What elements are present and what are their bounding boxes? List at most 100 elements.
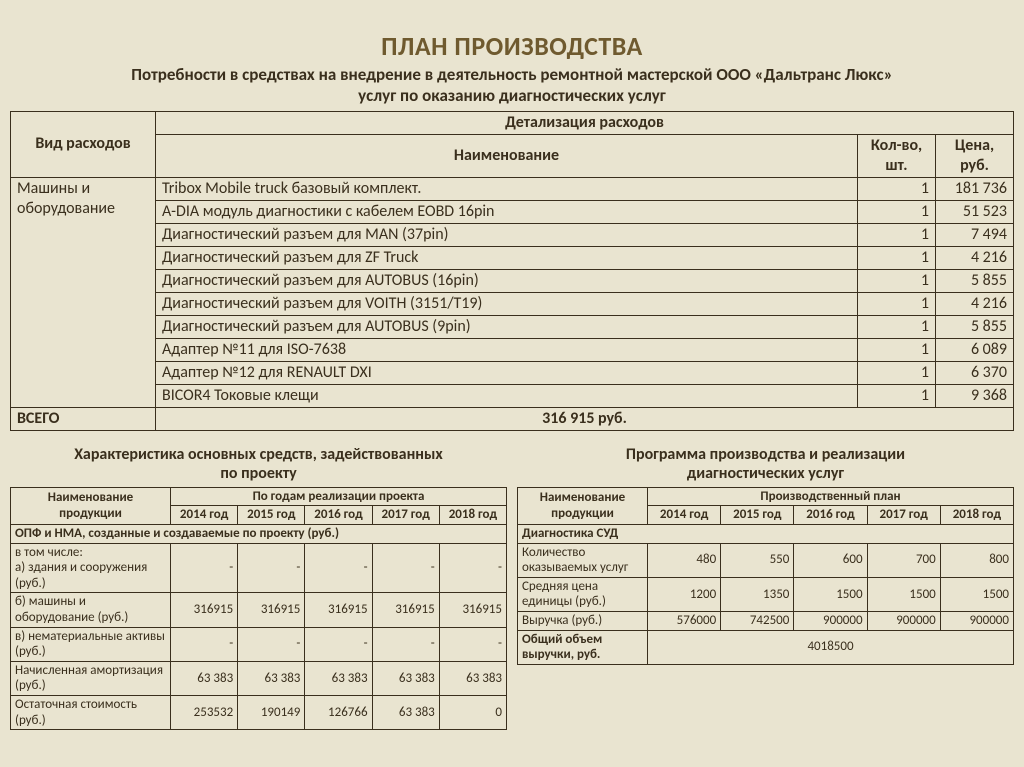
table-row: Выручка (руб.) 576000 742500 900000 9000… (518, 612, 1014, 631)
item-qty: 1 (858, 200, 936, 223)
header-price: Цена, руб. (936, 134, 1014, 177)
row-label: б) машины и оборудование (руб.) (11, 593, 171, 627)
header-category: Вид расходов (11, 111, 156, 177)
right-title-line-2: диагностических услуг (687, 464, 844, 483)
cell: 63 383 (305, 661, 372, 695)
category-cell: Машины и оборудование (11, 177, 156, 407)
cell: 1500 (867, 577, 940, 611)
item-qty: 1 (858, 269, 936, 292)
left-title-line-1: Характеристика основных средств, задейст… (74, 445, 443, 464)
table-row: Адаптер №12 для RENAULT DXI 1 6 370 (11, 361, 1014, 384)
header-product: Наименование продукции (518, 487, 648, 524)
header-year: 2016 год (305, 506, 372, 525)
subtitle-line-1: Потребности в средствах на внедрение в д… (131, 64, 892, 85)
cell: 1500 (794, 577, 867, 611)
cell: 63 383 (238, 661, 305, 695)
main-expenses-table: Вид расходов Детализация расходов Наимен… (10, 111, 1014, 431)
cell: 63 383 (439, 661, 506, 695)
table-row: в том числе: а) здания и сооружения (руб… (11, 543, 507, 593)
item-price: 181 736 (936, 177, 1014, 200)
item-name: Адаптер №11 для ISO-7638 (156, 338, 858, 361)
table-row: Диагностический разъем для VOITH (3151/T… (11, 292, 1014, 315)
header-year: 2015 год (721, 506, 794, 525)
table-row: Остаточная стоимость (руб.) 253532 19014… (11, 696, 507, 730)
item-qty: 1 (858, 361, 936, 384)
cell: - (171, 543, 238, 593)
cell: 600 (794, 543, 867, 577)
page-title: ПЛАН ПРОИЗВОДСТВА (10, 30, 1014, 62)
cell: 700 (867, 543, 940, 577)
cell: 1200 (648, 577, 721, 611)
item-qty: 1 (858, 384, 936, 407)
cell: 550 (721, 543, 794, 577)
item-qty: 1 (858, 338, 936, 361)
table-row: Диагностический разъем для AUTOBUS (16pi… (11, 269, 1014, 292)
cell: 316915 (305, 593, 372, 627)
row-label: в том числе: а) здания и сооружения (руб… (11, 543, 171, 593)
cell: 900000 (940, 612, 1013, 631)
header-year: 2015 год (238, 506, 305, 525)
header-detail: Детализация расходов (156, 111, 1014, 134)
cell: 1350 (721, 577, 794, 611)
cell: 316915 (171, 593, 238, 627)
row-label: Начисленная амортизация (руб.) (11, 661, 171, 695)
section-header: ОПФ и НМА, созданные и создаваемые по пр… (11, 525, 507, 544)
total-label: Общий объем выручки, руб. (518, 630, 648, 664)
cell: - (439, 543, 506, 593)
table-row: Диагностический разъем для AUTOBUS (9pin… (11, 315, 1014, 338)
cell: - (439, 627, 506, 661)
item-qty: 1 (858, 292, 936, 315)
assets-table: Наименование продукции По годам реализац… (10, 487, 507, 730)
item-qty: 1 (858, 177, 936, 200)
table-row: в) нематериальные активы (руб.) - - - - … (11, 627, 507, 661)
header-year: 2017 год (372, 506, 439, 525)
cell: 742500 (721, 612, 794, 631)
item-qty: 1 (858, 223, 936, 246)
header-year: 2014 год (171, 506, 238, 525)
cell: - (372, 627, 439, 661)
item-name: Диагностический разъем для VOITH (3151/T… (156, 292, 858, 315)
cell: 63 383 (372, 661, 439, 695)
production-plan-table: Наименование продукции Производственный … (517, 487, 1014, 665)
item-name: Адаптер №12 для RENAULT DXI (156, 361, 858, 384)
total-value: 4018500 (648, 630, 1014, 664)
table-row: Средняя цена единицы (руб.) 1200 1350 15… (518, 577, 1014, 611)
item-price: 9 368 (936, 384, 1014, 407)
item-price: 5 855 (936, 315, 1014, 338)
left-table-title: Характеристика основных средств, задейст… (10, 445, 507, 483)
cell: - (238, 627, 305, 661)
left-title-line-2: по проекту (220, 464, 296, 483)
table-row: Машины и оборудование Tribox Mobile truc… (11, 177, 1014, 200)
row-label: Количество оказываемых услуг (518, 543, 648, 577)
table-row: Количество оказываемых услуг 480 550 600… (518, 543, 1014, 577)
item-name: BICOR4 Токовые клещи (156, 384, 858, 407)
header-years-group: Производственный план (648, 487, 1014, 506)
cell: - (372, 543, 439, 593)
table-row: б) машины и оборудование (руб.) 316915 3… (11, 593, 507, 627)
header-year: 2016 год (794, 506, 867, 525)
item-name: Диагностический разъем для AUTOBUS (16pi… (156, 269, 858, 292)
item-name: Диагностический разъем для MAN (37pin) (156, 223, 858, 246)
header-year: 2017 год (867, 506, 940, 525)
cell: - (305, 627, 372, 661)
header-qty: Кол-во, шт. (858, 134, 936, 177)
item-price: 6 089 (936, 338, 1014, 361)
cell: 316915 (439, 593, 506, 627)
table-row: Адаптер №11 для ISO-7638 1 6 089 (11, 338, 1014, 361)
cell: 63 383 (372, 696, 439, 730)
total-value: 316 915 руб. (156, 407, 1014, 430)
section-header: Диагностика СУД (518, 525, 1014, 544)
item-qty: 1 (858, 246, 936, 269)
cell: 480 (648, 543, 721, 577)
subtitle-line-2: услуг по оказанию диагностических услуг (358, 85, 666, 106)
row-label: Остаточная стоимость (руб.) (11, 696, 171, 730)
cell: 253532 (171, 696, 238, 730)
item-price: 7 494 (936, 223, 1014, 246)
page-subtitle: Потребности в средствах на внедрение в д… (10, 64, 1014, 107)
table-row: Начисленная амортизация (руб.) 63 383 63… (11, 661, 507, 695)
item-name: Диагностический разъем для ZF Truck (156, 246, 858, 269)
cell: 900000 (867, 612, 940, 631)
cell: 1500 (940, 577, 1013, 611)
cell: 900000 (794, 612, 867, 631)
cell: 800 (940, 543, 1013, 577)
